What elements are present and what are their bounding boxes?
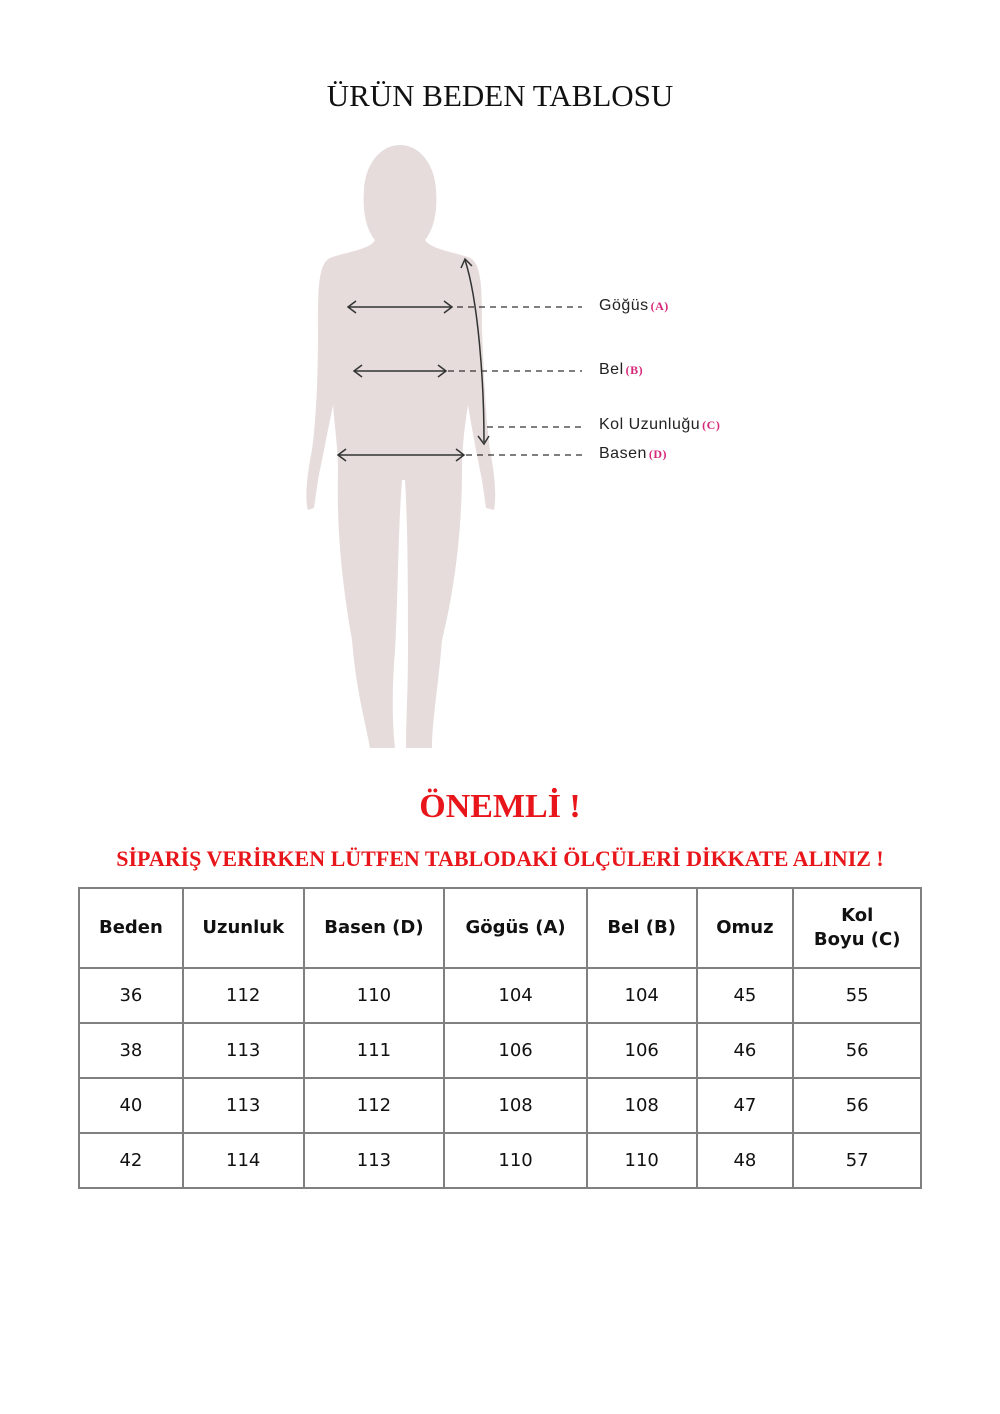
- body-silhouette-diagram: [306, 145, 584, 748]
- table-row: 38 113 111 106 106 46 56: [78, 1022, 922, 1079]
- warning-text: SİPARİŞ VERİRKEN LÜTFEN TABLODAKİ ÖLÇÜLE…: [116, 846, 884, 871]
- table-cell: 112: [181, 967, 305, 1024]
- table-cell: 114: [181, 1132, 305, 1189]
- label-basen: Basen (D): [599, 445, 668, 462]
- table-cell: 104: [585, 967, 698, 1024]
- table-cell: 55: [792, 967, 922, 1024]
- table-cell: 46: [695, 1022, 795, 1079]
- table-cell: 112: [302, 1077, 446, 1134]
- header-bel: Bel (B): [585, 887, 698, 969]
- table-cell: 106: [585, 1022, 698, 1079]
- table-cell: 108: [585, 1077, 698, 1134]
- table-cell: 40: [78, 1077, 184, 1134]
- header-gogus: Gögüs (A): [443, 887, 588, 969]
- label-bel: Bel (B): [599, 361, 644, 378]
- table-header-row: Beden Uzunluk Basen (D) Gögüs (A) Bel (B…: [78, 887, 922, 969]
- table-cell: 48: [695, 1132, 795, 1189]
- header-beden: Beden: [78, 887, 184, 969]
- table-cell: 113: [181, 1077, 305, 1134]
- header-kol-line1: Kol: [841, 905, 874, 926]
- table-cell: 110: [302, 967, 446, 1024]
- table-cell: 57: [792, 1132, 922, 1189]
- table-cell: 104: [443, 967, 588, 1024]
- woman-silhouette: [306, 145, 496, 748]
- label-gogus: Göğüs (A): [599, 297, 669, 314]
- size-table: Beden Uzunluk Basen (D) Gögüs (A) Bel (B…: [78, 887, 922, 1189]
- table-cell: 42: [78, 1132, 184, 1189]
- important-heading: ÖNEMLİ !: [419, 788, 581, 825]
- table-cell: 113: [302, 1132, 446, 1189]
- header-kol-boyu: Kol Boyu (C): [792, 887, 922, 969]
- table-cell: 106: [443, 1022, 588, 1079]
- label-kol-uzunlugu: Kol Uzunluğu (C): [599, 416, 721, 433]
- header-kol-line2: Boyu (C): [813, 929, 901, 950]
- table-cell: 56: [792, 1077, 922, 1134]
- table-cell: 45: [695, 967, 795, 1024]
- header-uzunluk: Uzunluk: [181, 887, 305, 969]
- table-cell: 113: [181, 1022, 305, 1079]
- table-cell: 56: [792, 1022, 922, 1079]
- table-cell: 36: [78, 967, 184, 1024]
- header-basen: Basen (D): [302, 887, 446, 969]
- table-cell: 47: [695, 1077, 795, 1134]
- table-cell: 111: [302, 1022, 446, 1079]
- table-row: 42 114 113 110 110 48 57: [78, 1132, 922, 1189]
- table-cell: 38: [78, 1022, 184, 1079]
- table-cell: 108: [443, 1077, 588, 1134]
- table-row: 36 112 110 104 104 45 55: [78, 967, 922, 1024]
- table-cell: 110: [585, 1132, 698, 1189]
- header-omuz: Omuz: [695, 887, 795, 969]
- page-title: ÜRÜN BEDEN TABLOSU: [326, 78, 674, 113]
- table-row: 40 113 112 108 108 47 56: [78, 1077, 922, 1134]
- table-cell: 110: [443, 1132, 588, 1189]
